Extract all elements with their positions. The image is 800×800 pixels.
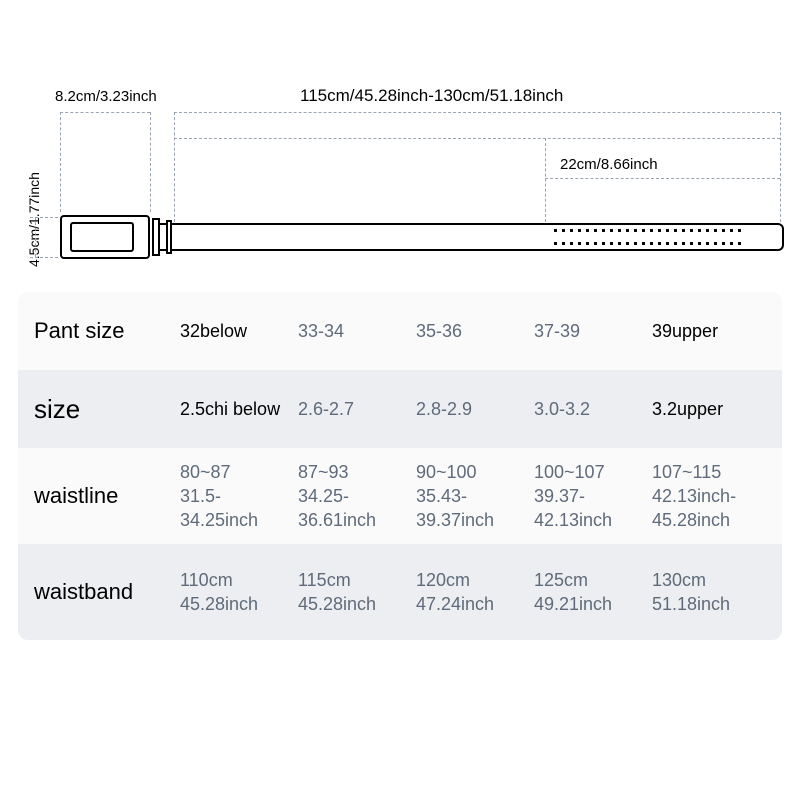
holes-length-label: 22cm/8.66inch — [560, 156, 658, 173]
table-cell: 110cm45.28inch — [180, 568, 298, 617]
row-header: waistline — [30, 483, 180, 509]
table-row: Pant size32below33-3435-3637-3939upper — [18, 292, 782, 370]
belt-diagram: 8.2cm/3.23inch 115cm/45.28inch-130cm/51.… — [0, 70, 800, 270]
table-row: waistline80~8731.5-34.25inch87~9334.25-3… — [18, 448, 782, 544]
dim-line — [780, 112, 781, 222]
size-table: Pant size32below33-3435-3637-3939uppersi… — [18, 292, 782, 640]
table-cell: 90~10035.43-39.37inch — [416, 460, 534, 533]
dim-line — [545, 138, 546, 222]
table-cell: 3.2upper — [652, 397, 770, 421]
dim-line — [174, 138, 780, 139]
row-header: size — [30, 394, 180, 425]
row-header: waistband — [30, 579, 180, 605]
table-cell: 120cm47.24inch — [416, 568, 534, 617]
dim-line — [150, 112, 151, 212]
table-cell: 80~8731.5-34.25inch — [180, 460, 298, 533]
dim-line — [60, 112, 150, 113]
belt-height-label: 4.5cm/1.77inch — [26, 172, 42, 267]
belt-keeper — [166, 220, 172, 254]
table-cell: 115cm45.28inch — [298, 568, 416, 617]
table-cell: 125cm49.21inch — [534, 568, 652, 617]
table-cell: 2.8-2.9 — [416, 397, 534, 421]
belt-holes — [554, 229, 762, 245]
table-cell: 3.0-3.2 — [534, 397, 652, 421]
belt-keeper — [152, 218, 160, 256]
table-cell: 37-39 — [534, 319, 652, 343]
table-cell: 39upper — [652, 319, 770, 343]
table-cell: 2.5chi below — [180, 397, 298, 421]
table-cell: 33-34 — [298, 319, 416, 343]
dim-line — [30, 257, 58, 258]
table-cell: 100~10739.37-42.13inch — [534, 460, 652, 533]
table-cell: 87~9334.25-36.61inch — [298, 460, 416, 533]
dim-line — [174, 112, 780, 113]
dim-line — [174, 112, 175, 222]
table-cell: 107~11542.13inch-45.28inch — [652, 460, 770, 533]
belt-buckle-plate — [70, 222, 134, 252]
dim-line — [35, 217, 36, 257]
table-cell: 2.6-2.7 — [298, 397, 416, 421]
table-row: size2.5chi below2.6-2.72.8-2.93.0-3.23.2… — [18, 370, 782, 448]
dim-line — [545, 178, 780, 179]
dim-line — [60, 112, 61, 212]
buckle-width-label: 8.2cm/3.23inch — [55, 88, 157, 105]
table-row: waistband110cm45.28inch115cm45.28inch120… — [18, 544, 782, 640]
row-header: Pant size — [30, 318, 180, 344]
table-cell: 32below — [180, 319, 298, 343]
table-cell: 130cm51.18inch — [652, 568, 770, 617]
table-cell: 35-36 — [416, 319, 534, 343]
total-length-label: 115cm/45.28inch-130cm/51.18inch — [300, 86, 563, 106]
belt-strap-end — [770, 223, 784, 251]
